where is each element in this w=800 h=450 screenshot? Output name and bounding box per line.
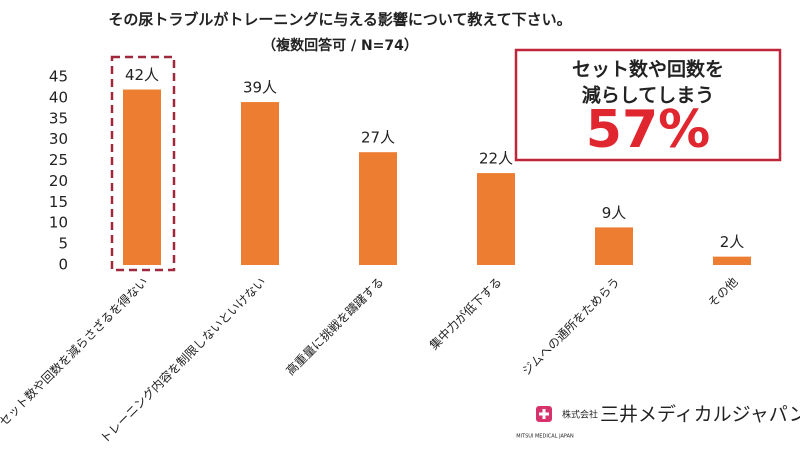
logo-prefix: 株式会社	[562, 409, 598, 421]
callout-text: セット数や回数を	[572, 58, 724, 81]
bar	[359, 152, 397, 265]
logo-english: MITSUI MEDICAL JAPAN	[516, 434, 574, 440]
value-label: 9人	[602, 204, 627, 222]
y-tick-label: 40	[49, 88, 68, 106]
x-tick-label: ジムへの通所をためらう	[519, 275, 622, 378]
logo-cross	[539, 409, 549, 419]
value-label: 42人	[125, 66, 159, 84]
callout-value: 57%	[586, 100, 710, 160]
bar	[123, 89, 161, 266]
x-tick-label: その他	[705, 275, 740, 310]
value-label: 39人	[243, 79, 277, 97]
y-tick-label: 10	[49, 214, 68, 232]
y-tick-label: 45	[49, 68, 68, 86]
logo-name: 三井メディカルジャパン	[600, 404, 800, 426]
callout-box	[514, 48, 782, 162]
bar	[477, 173, 515, 265]
y-tick-label: 25	[49, 151, 68, 169]
y-tick-label: 30	[49, 130, 68, 148]
value-label: 2人	[720, 233, 745, 251]
y-tick-label: 15	[49, 193, 68, 211]
x-tick-label: 高重量に挑戦を躊躇する	[283, 274, 387, 378]
chart-title: その尿トラブルがトレーニングに与える影響について教えて下さい。	[108, 11, 571, 29]
value-label: 22人	[479, 150, 513, 168]
y-tick-label: 20	[49, 172, 68, 190]
y-tick-label: 5	[58, 235, 68, 253]
value-label: 27人	[361, 129, 395, 147]
bar	[595, 227, 633, 265]
y-tick-label: 0	[58, 256, 68, 274]
bar	[713, 256, 751, 265]
x-tick-label: 集中力が低下する	[426, 274, 504, 352]
y-tick-label: 35	[49, 109, 68, 127]
callout-text: 減らしてしまう	[582, 84, 714, 107]
chart-subtitle: （複数回答可 / N=74）	[262, 37, 418, 54]
bar	[241, 102, 279, 265]
highlight-box	[110, 55, 176, 272]
logo: 株式会社 三井メディカルジャパン MITSUI MEDICAL JAPAN	[516, 404, 800, 440]
